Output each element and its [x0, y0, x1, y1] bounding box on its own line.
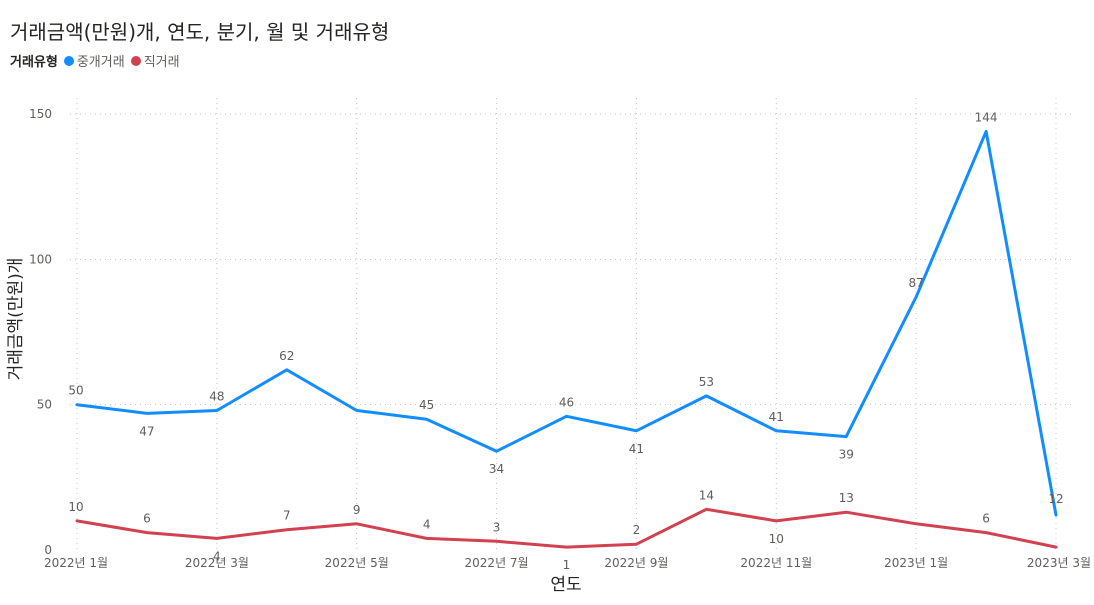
data-label: 6 [143, 512, 151, 526]
data-label: 1 [563, 558, 571, 572]
y-tick-label: 0 [44, 543, 52, 557]
y-tick-label: 100 [29, 252, 52, 266]
y-axis-title: 거래금액(만원)개 [6, 258, 26, 381]
data-label: 14 [699, 488, 714, 502]
x-tick-label: 2023년 1월 [884, 556, 948, 570]
legend-item-label: 직거래 [143, 55, 180, 70]
x-tick-label: 2022년 1월 [44, 556, 108, 570]
data-label: 9 [353, 503, 361, 517]
data-label: 4 [423, 517, 431, 531]
data-label: 41 [629, 442, 644, 456]
x-tick-label: 2022년 11월 [740, 556, 812, 570]
x-tick-label: 2022년 3월 [185, 556, 249, 570]
data-label: 45 [419, 398, 434, 412]
legend-item-direct[interactable]: 직거래 [130, 51, 180, 70]
data-label: 34 [489, 462, 504, 476]
legend-marker-icon [130, 55, 141, 66]
data-label: 10 [68, 500, 83, 514]
y-axis-ticks: 0 50 100 150 [29, 107, 52, 557]
series-line-direct [75, 507, 1058, 549]
x-tick-label: 2022년 5월 [325, 556, 389, 570]
data-label: 62 [279, 349, 294, 363]
x-axis-title: 연도 [550, 575, 581, 595]
legend-item-brokered[interactable]: 중개거래 [63, 51, 125, 70]
y-tick-label: 50 [37, 398, 52, 412]
data-label: 12 [1048, 492, 1063, 506]
gridlines [70, 98, 1075, 550]
data-label: 39 [839, 448, 854, 462]
x-tick-label: 2022년 9월 [604, 556, 668, 570]
data-label: 2 [633, 523, 641, 537]
series-lines [75, 129, 1058, 549]
legend: 거래유형 중개거래 직거래 [10, 51, 186, 70]
data-label: 53 [699, 375, 714, 389]
x-tick-label: 2023년 3월 [1027, 556, 1091, 570]
data-label: 144 [975, 110, 998, 124]
data-label: 13 [839, 491, 854, 505]
data-label: 46 [559, 395, 574, 409]
series-line-brokered [75, 129, 1058, 517]
data-label: 6 [982, 512, 990, 526]
data-label: 47 [139, 424, 154, 438]
data-label: 3 [493, 520, 501, 534]
data-label: 50 [68, 384, 83, 398]
data-label: 4 [213, 549, 221, 563]
chart-title: 거래금액(만원)개, 연도, 분기, 월 및 거래유형 [10, 20, 390, 44]
legend-marker-icon [63, 55, 74, 66]
data-label: 10 [769, 532, 784, 546]
y-tick-label: 150 [29, 107, 52, 121]
legend-item-label: 중개거래 [76, 55, 125, 70]
x-axis-ticks: 2022년 1월 2022년 3월 2022년 5월 2022년 7월 2022년 9월… [44, 556, 1091, 570]
data-label: 48 [209, 389, 224, 403]
data-label: 87 [909, 276, 924, 290]
data-label: 7 [283, 509, 291, 523]
legend-title: 거래유형 [10, 55, 58, 70]
data-label: 41 [769, 410, 784, 424]
x-tick-label: 2022년 7월 [465, 556, 529, 570]
